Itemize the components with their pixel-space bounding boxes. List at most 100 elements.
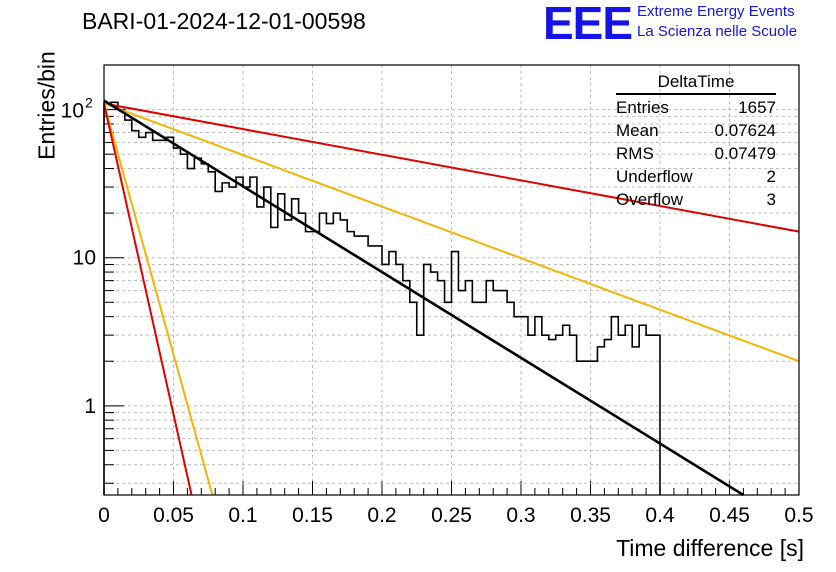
histogram-bin [285, 220, 292, 495]
histogram-bin [396, 264, 403, 495]
histogram-bin [479, 302, 486, 495]
histogram-bin [278, 194, 285, 495]
fit-line [103, 103, 193, 496]
histogram-bin [208, 172, 215, 495]
stats-box: DeltaTime Entries 1657 Mean 0.07624 RMS … [616, 72, 776, 211]
stats-title: DeltaTime [616, 72, 776, 95]
x-tick-label: 0.35 [570, 504, 611, 527]
stats-value: 2 [766, 167, 776, 186]
chart-title: BARI-01-2024-12-01-00598 [82, 8, 366, 34]
stats-label: Overflow [616, 190, 684, 209]
histogram-bin [132, 131, 139, 495]
histogram-outline [103, 101, 661, 495]
histogram-bin [104, 103, 111, 495]
histogram-bin [222, 183, 229, 495]
histogram-bin [313, 232, 320, 495]
histogram-bin [632, 347, 639, 495]
histogram-bin [570, 335, 577, 495]
x-tick-label: 0.25 [431, 504, 472, 527]
histogram-bin [333, 213, 340, 495]
histogram-bin [639, 325, 646, 495]
histogram-bin [618, 335, 625, 495]
stats-label: RMS [616, 144, 654, 163]
stats-row-underflow: Underflow 2 [616, 165, 776, 188]
eee-logo: EEE [543, 0, 633, 49]
fit-line [103, 99, 745, 497]
x-tick-label: 0.1 [228, 504, 257, 527]
histogram-bin [625, 325, 632, 495]
histogram-bin [542, 335, 549, 495]
fit-line [103, 102, 800, 233]
x-axis-label: Time difference [s] [616, 535, 804, 561]
x-tick-label: 0.05 [153, 504, 194, 527]
histogram-bin [250, 177, 257, 495]
histogram-bin [597, 347, 604, 495]
y-tick-label: 10 [73, 247, 96, 270]
stats-row-rms: RMS 0.07479 [616, 142, 776, 165]
histogram-bin [528, 335, 535, 495]
histogram-bin [187, 169, 194, 495]
histogram-bin [243, 187, 250, 495]
y-tick-label: 10 [61, 100, 84, 123]
fit-line [103, 103, 214, 496]
histogram-bin [368, 246, 375, 495]
stats-value: 1657 [738, 98, 776, 117]
histogram-bin [438, 281, 445, 495]
stats-label: Mean [616, 121, 659, 140]
histogram-bin [215, 191, 222, 495]
histogram-bin [180, 154, 187, 495]
stats-value: 3 [766, 190, 776, 209]
histogram-bin [347, 232, 354, 495]
stats-value: 0.07479 [714, 144, 776, 163]
x-tick-label: 0.3 [506, 504, 535, 527]
histogram-bin [646, 335, 653, 495]
histogram-bin [465, 281, 472, 495]
histogram-bin [389, 252, 396, 495]
histogram-bin [257, 207, 264, 495]
fit-line [103, 102, 800, 363]
stats-row-entries: Entries 1657 [616, 96, 776, 119]
histogram-bin [653, 335, 660, 495]
histogram-bin [299, 213, 306, 495]
x-tick-label: 0.2 [367, 504, 396, 527]
histogram-bin [584, 361, 591, 495]
histogram-bin [486, 281, 493, 495]
x-tick-label: 0.5 [784, 504, 813, 527]
histogram-bin [264, 187, 271, 495]
logo-subtitle-1: Extreme Energy Events [637, 3, 795, 20]
histogram-bin [382, 264, 389, 495]
histogram-bin [549, 340, 556, 495]
histogram-bin [361, 236, 368, 495]
histogram-bin [507, 302, 514, 495]
histogram-bin [403, 281, 410, 495]
histogram-bin [556, 335, 563, 495]
x-tick-label: 0.45 [709, 504, 750, 527]
histogram-bin [340, 220, 347, 495]
histogram-bin [604, 340, 611, 495]
x-tick-label: 0.15 [292, 504, 333, 527]
logo-subtitle-2: La Scienza nelle Scuole [637, 23, 798, 40]
histogram-bin [591, 361, 598, 495]
histogram-bin [563, 325, 570, 495]
y-axis-label: Entries/bin [33, 51, 60, 160]
y-tick-label: 1 [84, 395, 96, 418]
histogram-bin [354, 236, 361, 495]
stats-row-mean: Mean 0.07624 [616, 119, 776, 142]
histogram-bin [410, 302, 417, 495]
histogram-bin [236, 177, 243, 495]
plot-frame [103, 64, 800, 496]
stats-label: Underflow [616, 167, 693, 186]
histogram-bin [445, 302, 452, 495]
x-tick-label: 0 [98, 504, 110, 527]
histogram-bin [306, 232, 313, 495]
histogram-bin [375, 246, 382, 495]
histogram-bin [577, 361, 584, 495]
histogram-bin [417, 335, 424, 495]
histogram-bin [452, 252, 459, 495]
histogram-bin [229, 187, 236, 495]
histogram-bin [319, 213, 326, 495]
histogram-bin [153, 140, 160, 495]
x-tick-label: 0.4 [645, 504, 675, 527]
stats-value: 0.07624 [714, 121, 776, 140]
